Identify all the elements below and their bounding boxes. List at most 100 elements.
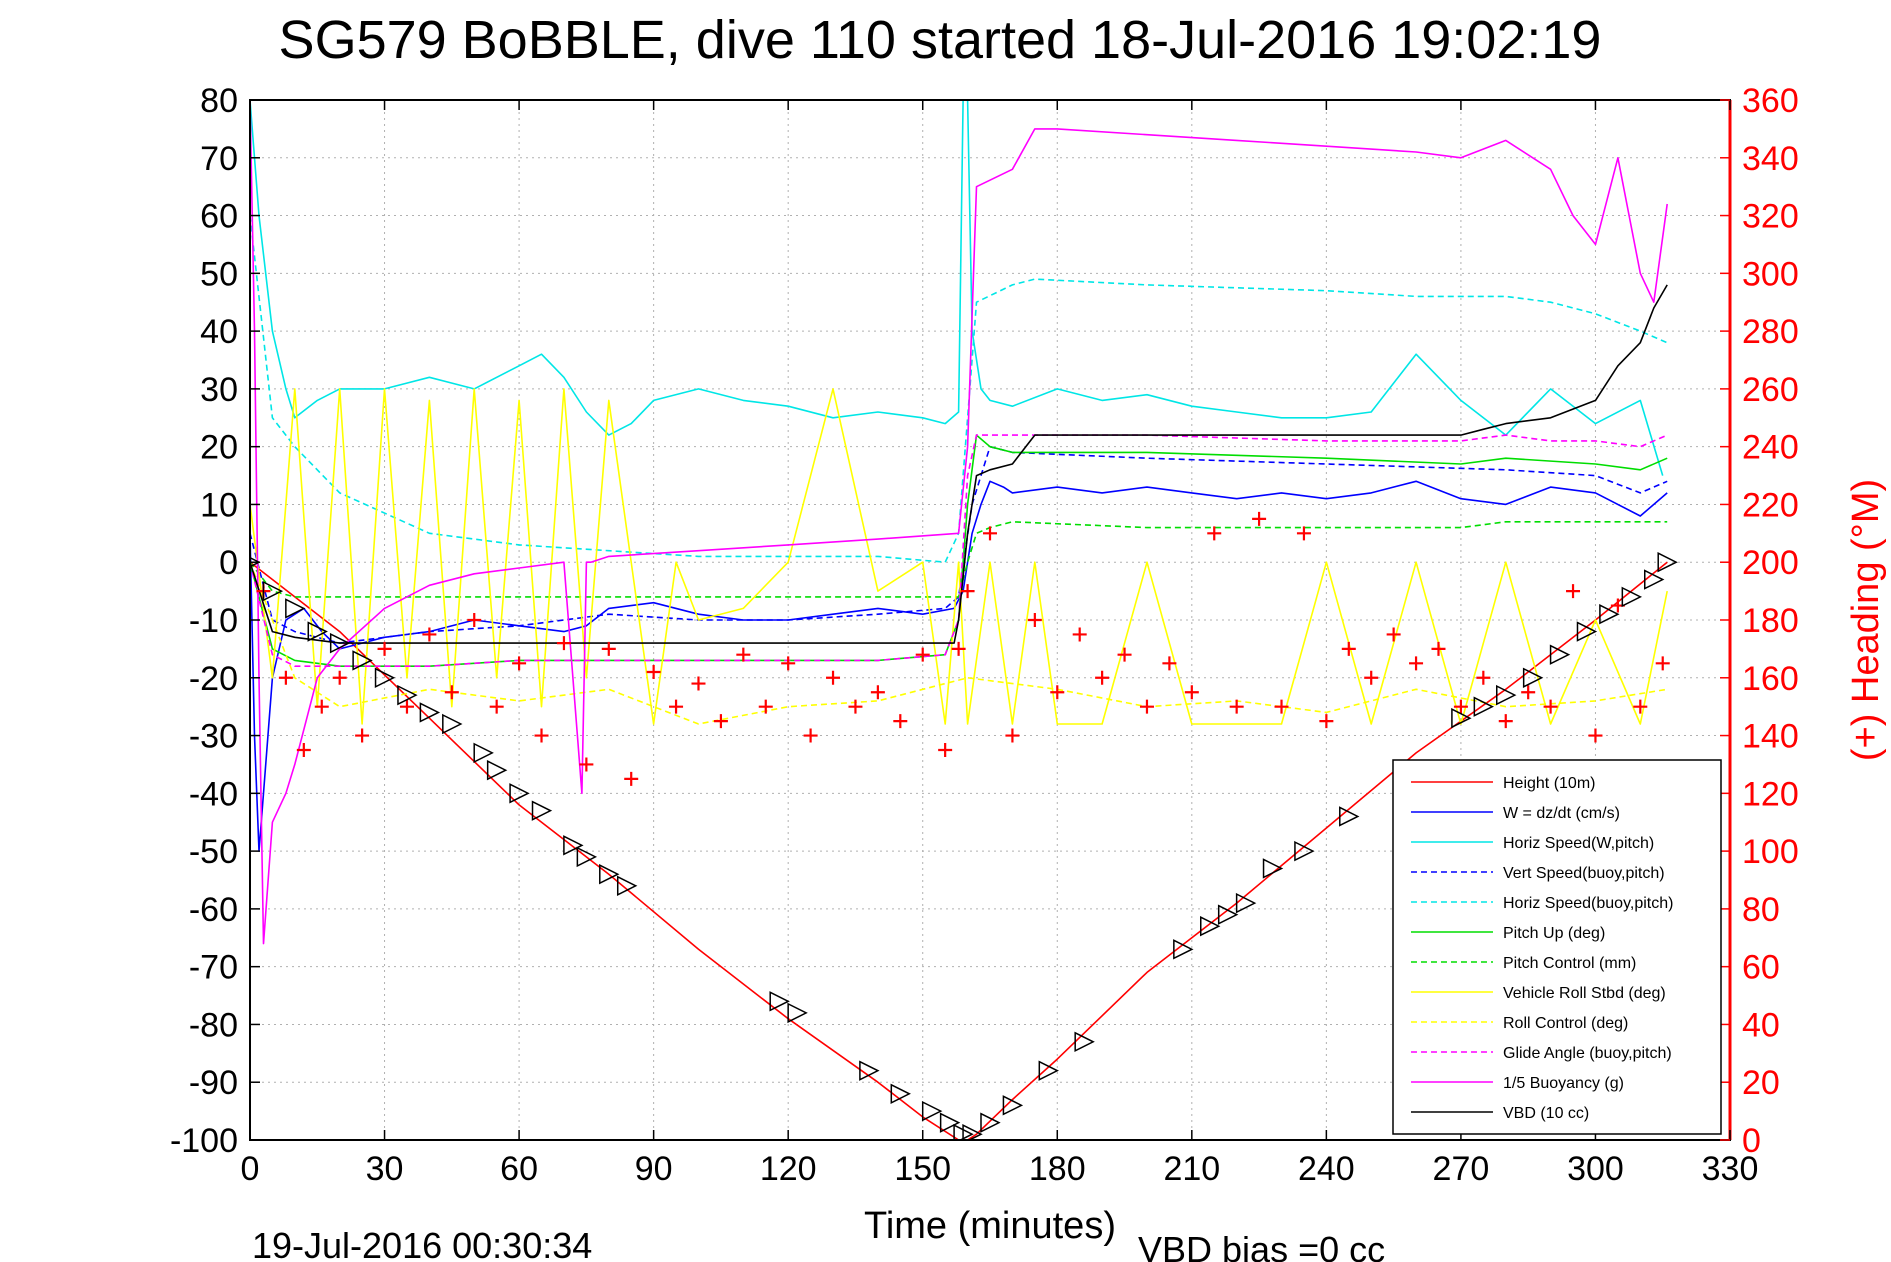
heading-point bbox=[1005, 728, 1020, 743]
x-tick-label: 0 bbox=[241, 1150, 260, 1188]
heading-point bbox=[915, 647, 930, 662]
position-marker bbox=[1496, 684, 1517, 706]
y-tick-label: 40 bbox=[200, 313, 238, 351]
heading-point bbox=[1162, 656, 1177, 671]
position-marker bbox=[473, 742, 494, 764]
y-tick-label: 50 bbox=[200, 255, 238, 293]
heading-point bbox=[512, 656, 527, 671]
heading-point bbox=[803, 728, 818, 743]
y-tick-label: 20 bbox=[200, 429, 238, 467]
series-11 bbox=[250, 284, 1668, 644]
position-marker bbox=[939, 1112, 961, 1133]
position-marker bbox=[1217, 904, 1239, 925]
position-marker bbox=[374, 667, 396, 688]
position-marker bbox=[563, 835, 584, 856]
position-marker bbox=[352, 650, 373, 671]
position-marker bbox=[1294, 840, 1315, 862]
heading-point bbox=[938, 743, 953, 757]
position-marker bbox=[1657, 552, 1678, 573]
heading-point bbox=[1521, 685, 1536, 700]
legend-box bbox=[1392, 759, 1722, 1135]
heading-point bbox=[1027, 613, 1042, 627]
legend-label: W = dz/dt (cm/s) bbox=[1503, 805, 1620, 822]
heading-point bbox=[278, 670, 293, 685]
right-tick-label: 360 bbox=[1742, 82, 1799, 120]
heading-point bbox=[489, 699, 504, 714]
series-line bbox=[250, 100, 1664, 476]
position-marker bbox=[307, 621, 328, 642]
heading-point bbox=[951, 641, 966, 656]
series-10 bbox=[250, 100, 1668, 945]
position-marker bbox=[442, 713, 463, 735]
legend-label: Roll Control (deg) bbox=[1503, 1015, 1628, 1032]
heading-point bbox=[467, 613, 482, 627]
series-line bbox=[250, 561, 1668, 1140]
heading-point bbox=[848, 699, 863, 714]
series-0 bbox=[250, 561, 1668, 1140]
y-tick-label: -40 bbox=[189, 775, 238, 813]
y-tick-label: 70 bbox=[200, 140, 238, 178]
chart-title: SG579 BoBBLE, dive 110 started 18-Jul-20… bbox=[279, 10, 1602, 70]
series-12 bbox=[256, 511, 1670, 786]
series-line bbox=[250, 388, 1668, 725]
heading-point bbox=[332, 670, 347, 685]
right-tick-label: 300 bbox=[1742, 255, 1799, 293]
heading-point bbox=[960, 584, 975, 599]
series-layer bbox=[250, 100, 1678, 1140]
x-tick-label: 240 bbox=[1298, 1150, 1355, 1188]
y-tick-label: -60 bbox=[189, 891, 238, 929]
heading-point bbox=[781, 656, 796, 671]
position-marker bbox=[1038, 1060, 1059, 1081]
y-tick-label: -50 bbox=[189, 833, 238, 871]
right-tick-label: 80 bbox=[1742, 891, 1780, 929]
y-tick-label: 80 bbox=[200, 82, 238, 120]
heading-point bbox=[296, 743, 311, 757]
right-tick-label: 200 bbox=[1742, 544, 1799, 582]
heading-point bbox=[758, 699, 773, 714]
heading-point bbox=[736, 647, 751, 662]
right-tick-label: 340 bbox=[1742, 140, 1799, 178]
heading-point bbox=[556, 636, 571, 651]
x-tick-label: 90 bbox=[635, 1150, 673, 1188]
footer-timestamp: 19-Jul-2016 00:30:34 bbox=[252, 1225, 592, 1262]
y-tick-label: -80 bbox=[189, 1006, 238, 1044]
series-line bbox=[250, 100, 1668, 945]
position-marker bbox=[962, 1124, 983, 1140]
position-marker bbox=[1473, 696, 1495, 717]
heading-point bbox=[691, 676, 706, 691]
position-marker bbox=[787, 1002, 808, 1024]
right-tick-label: 260 bbox=[1742, 371, 1799, 409]
heading-point bbox=[893, 714, 908, 729]
y-tick-label: 30 bbox=[200, 371, 238, 409]
position-marker bbox=[1451, 708, 1472, 729]
right-tick-label: 20 bbox=[1742, 1064, 1780, 1102]
heading-point bbox=[826, 670, 841, 685]
footer-vbd-bias: VBD bias =0 cc bbox=[1138, 1229, 1385, 1262]
right-tick-label: 280 bbox=[1742, 313, 1799, 351]
series-4 bbox=[250, 215, 1668, 563]
heading-point bbox=[1072, 627, 1087, 642]
right-axis-label: (+) Heading (°M) bbox=[1845, 479, 1887, 761]
position-marker bbox=[419, 702, 441, 723]
position-marker bbox=[1235, 892, 1257, 914]
y-tick-label: -100 bbox=[170, 1122, 238, 1160]
position-marker bbox=[1262, 858, 1284, 879]
right-tick-label: 60 bbox=[1742, 949, 1780, 987]
heading-point bbox=[1476, 670, 1491, 685]
heading-point bbox=[1588, 728, 1603, 743]
heading-point bbox=[422, 627, 437, 642]
x-tick-label: 30 bbox=[366, 1150, 404, 1188]
heading-point bbox=[1655, 656, 1670, 671]
heading-point bbox=[1117, 647, 1132, 662]
position-marker bbox=[1074, 1031, 1095, 1052]
heading-point bbox=[601, 641, 616, 656]
legend-label: Pitch Up (deg) bbox=[1503, 925, 1605, 942]
heading-point bbox=[1252, 511, 1267, 526]
position-marker bbox=[397, 684, 418, 706]
ticks: 0 30 60 90 120 150 180 210 240 270 300 330807060504… bbox=[170, 82, 1799, 1188]
series-13 bbox=[250, 552, 1678, 1140]
legend: Height (10m) W = dz/dt (cm/s) Horiz Speed(… bbox=[1392, 759, 1722, 1135]
heading-point bbox=[534, 728, 549, 743]
heading-point bbox=[646, 665, 661, 679]
heading-point bbox=[1095, 670, 1110, 685]
